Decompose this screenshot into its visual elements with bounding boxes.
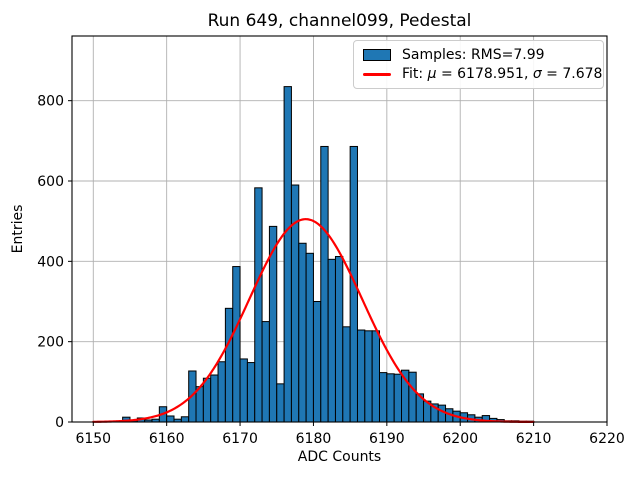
legend-row-fit: Fit: μ = 6178.951, σ = 7.678	[363, 66, 602, 82]
x-tick-label: 6150	[75, 431, 111, 447]
histogram-bar	[261, 321, 270, 423]
axis-ticks	[68, 100, 608, 426]
histogram-bar	[239, 358, 248, 423]
histogram-bar	[342, 326, 351, 423]
y-tick-label: 400	[37, 254, 64, 270]
y-tick-label: 200	[37, 335, 64, 351]
histogram-bar	[217, 361, 226, 423]
histogram-bar	[320, 145, 329, 423]
histogram-bar	[276, 383, 285, 423]
axis-tick-labels: 6150 6160 6170 6180 6190 6200 6210 6220 0 200 400 6…	[37, 94, 625, 447]
chart-title: Run 649, channel099, Pedestal	[207, 11, 472, 31]
fit-label-mu-value: = 6178.951,	[436, 66, 533, 83]
histogram-bar	[254, 187, 263, 423]
histogram-bar	[408, 371, 417, 423]
mu-symbol: μ	[427, 66, 437, 83]
x-tick-label: 6210	[516, 431, 552, 447]
x-tick-label: 6200	[442, 431, 478, 447]
legend-samples-label: Samples: RMS=7.99	[402, 46, 545, 63]
fit-label-prefix: Fit:	[402, 66, 428, 83]
y-tick-label: 0	[55, 415, 64, 431]
histogram-bar	[437, 404, 447, 423]
histogram-bar	[305, 252, 314, 423]
legend: Samples: RMS=7.99 Fit: μ = 6178.951, σ =…	[353, 40, 604, 89]
histogram-bar	[371, 330, 380, 423]
histogram-bar	[393, 373, 403, 423]
x-tick-label: 6190	[369, 431, 405, 447]
fit-line-swatch	[363, 72, 391, 76]
axes-spines	[71, 35, 608, 423]
histogram-bar	[166, 415, 175, 423]
histogram-bar	[180, 416, 190, 423]
histogram-bar	[312, 301, 322, 423]
legend-row-samples: Samples: RMS=7.99	[363, 47, 594, 63]
histogram-bar	[298, 242, 307, 423]
histogram-bar	[378, 372, 388, 423]
histogram-bar	[210, 374, 219, 423]
y-axis-label: Entries	[10, 204, 26, 254]
histogram-bar	[202, 377, 212, 423]
sigma-symbol: σ	[532, 66, 542, 83]
histogram-bar	[283, 86, 292, 423]
histogram-bar	[334, 256, 344, 423]
x-tick-label: 6220	[589, 431, 625, 447]
fit-curve	[92, 218, 535, 424]
histogram-bar	[386, 373, 395, 423]
legend-fit-label: Fit: μ = 6178.951, σ = 7.678	[402, 66, 602, 82]
x-tick-label: 6160	[149, 431, 185, 447]
histogram-bar	[364, 330, 373, 423]
x-tick-label: 6170	[222, 431, 258, 447]
histogram-bar	[232, 266, 241, 423]
histogram-bar	[246, 362, 256, 423]
histogram-bar	[224, 307, 234, 423]
fit-label-sigma-value: = 7.678	[541, 66, 603, 83]
samples-swatch	[363, 48, 391, 61]
x-axis-label: ADC Counts	[297, 449, 382, 465]
x-tick-label: 6180	[296, 431, 332, 447]
histogram-bars	[122, 86, 535, 423]
histogram-bar	[356, 329, 366, 423]
histogram-bar	[327, 258, 336, 423]
y-tick-label: 600	[37, 174, 64, 190]
y-tick-label: 800	[37, 94, 64, 110]
